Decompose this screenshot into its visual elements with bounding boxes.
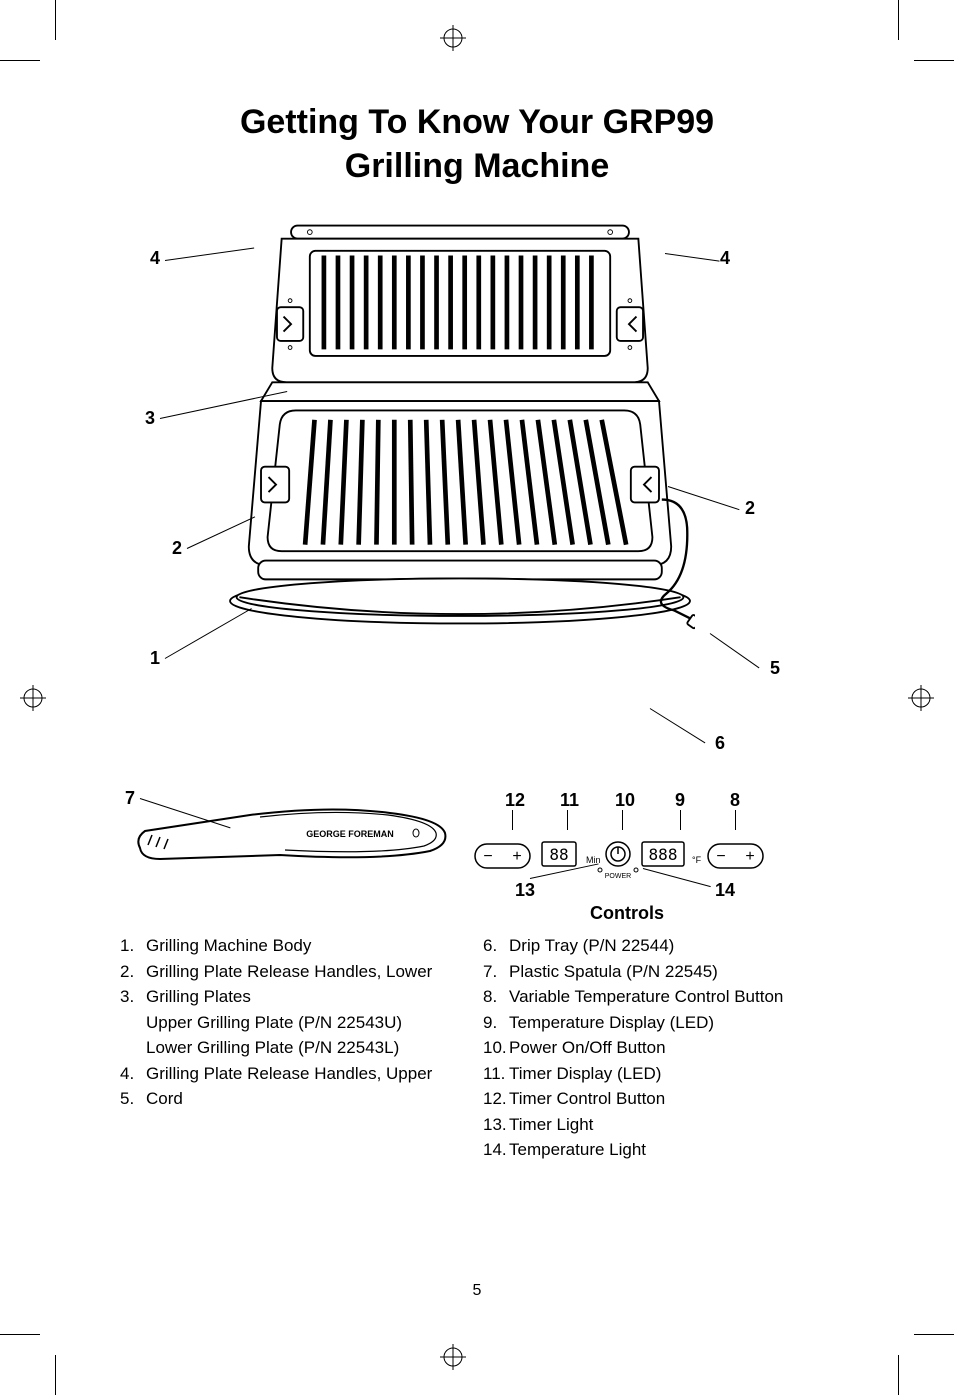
page-content: Getting To Know Your GRP99 Grilling Mach… <box>120 100 834 1300</box>
callout-10: 10 <box>615 790 635 811</box>
svg-text:88: 88 <box>549 845 568 864</box>
svg-text:888: 888 <box>649 845 678 864</box>
spatula-brand-text: GEORGE FOREMAN <box>306 829 394 839</box>
crop-mark-br <box>859 1355 899 1395</box>
legend-item: 3.Grilling Plates <box>120 984 471 1010</box>
svg-text:°F: °F <box>692 855 702 865</box>
crop-mark-bl2 <box>0 1295 40 1335</box>
diagram-area: GEORGE FOREMAN − + 88 Min POWER 888 °F − <box>120 218 834 918</box>
spatula-illustration: GEORGE FOREMAN <box>130 803 450 873</box>
crop-mark-tl <box>55 0 95 40</box>
legend-sub-item: Lower Grilling Plate (P/N 22543L) <box>120 1035 471 1061</box>
legend-item: 8.Variable Temperature Control Button <box>483 984 834 1010</box>
legend: 1.Grilling Machine Body 2.Grilling Plate… <box>120 933 834 1163</box>
callout-line <box>567 810 568 830</box>
callout-1: 1 <box>150 648 160 669</box>
callout-line <box>735 810 736 830</box>
svg-text:−: − <box>716 848 725 865</box>
legend-item: 2.Grilling Plate Release Handles, Lower <box>120 959 471 985</box>
legend-item: 9.Temperature Display (LED) <box>483 1010 834 1036</box>
legend-item: 13.Timer Light <box>483 1112 834 1138</box>
reg-mark-top <box>440 25 466 51</box>
page-title: Getting To Know Your GRP99 Grilling Mach… <box>120 100 834 188</box>
controls-label: Controls <box>590 903 664 924</box>
callout-4-left: 4 <box>150 248 160 269</box>
callout-9: 9 <box>675 790 685 811</box>
callout-line <box>650 708 706 743</box>
reg-mark-left <box>20 685 46 711</box>
controls-illustration: − + 88 Min POWER 888 °F − + <box>470 826 770 886</box>
reg-mark-bottom <box>440 1344 466 1370</box>
legend-item: 14.Temperature Light <box>483 1137 834 1163</box>
legend-item: 10.Power On/Off Button <box>483 1035 834 1061</box>
grill-illustration <box>225 218 695 631</box>
callout-12: 12 <box>505 790 525 811</box>
callout-13: 13 <box>515 880 535 901</box>
legend-sub-item: Upper Grilling Plate (P/N 22543U) <box>120 1010 471 1036</box>
callout-line <box>165 608 252 659</box>
legend-item: 6.Drip Tray (P/N 22544) <box>483 933 834 959</box>
legend-item: 1.Grilling Machine Body <box>120 933 471 959</box>
svg-text:+: + <box>512 848 521 865</box>
legend-left-col: 1.Grilling Machine Body 2.Grilling Plate… <box>120 933 471 1163</box>
title-line1: Getting To Know Your GRP99 <box>120 100 834 144</box>
callout-line <box>710 633 760 668</box>
legend-item: 5.Cord <box>120 1086 471 1112</box>
crop-mark-br2 <box>914 1295 954 1335</box>
legend-item: 12.Timer Control Button <box>483 1086 834 1112</box>
svg-text:+: + <box>745 848 754 865</box>
svg-text:POWER: POWER <box>605 873 631 880</box>
svg-text:−: − <box>483 848 492 865</box>
callout-8: 8 <box>730 790 740 811</box>
legend-item: 4.Grilling Plate Release Handles, Upper <box>120 1061 471 1087</box>
callout-line <box>680 810 681 830</box>
legend-item: 7.Plastic Spatula (P/N 22545) <box>483 959 834 985</box>
callout-line <box>622 810 623 830</box>
crop-mark-tr2 <box>914 60 954 100</box>
crop-mark-tr <box>859 0 899 40</box>
callout-3: 3 <box>145 408 155 429</box>
crop-mark-tl2 <box>0 60 40 100</box>
callout-2-left: 2 <box>172 538 182 559</box>
legend-item: 11.Timer Display (LED) <box>483 1061 834 1087</box>
legend-right-col: 6.Drip Tray (P/N 22544) 7.Plastic Spatul… <box>483 933 834 1163</box>
page-number: 5 <box>120 1282 834 1300</box>
callout-line <box>512 810 513 830</box>
reg-mark-right <box>908 685 934 711</box>
callout-7: 7 <box>125 788 135 809</box>
callout-14: 14 <box>715 880 735 901</box>
callout-4-right: 4 <box>720 248 730 269</box>
callout-5: 5 <box>770 658 780 679</box>
title-line2: Grilling Machine <box>120 144 834 188</box>
callout-2-right: 2 <box>745 498 755 519</box>
callout-6: 6 <box>715 733 725 754</box>
callout-11: 11 <box>560 790 579 811</box>
crop-mark-bl <box>55 1355 95 1395</box>
